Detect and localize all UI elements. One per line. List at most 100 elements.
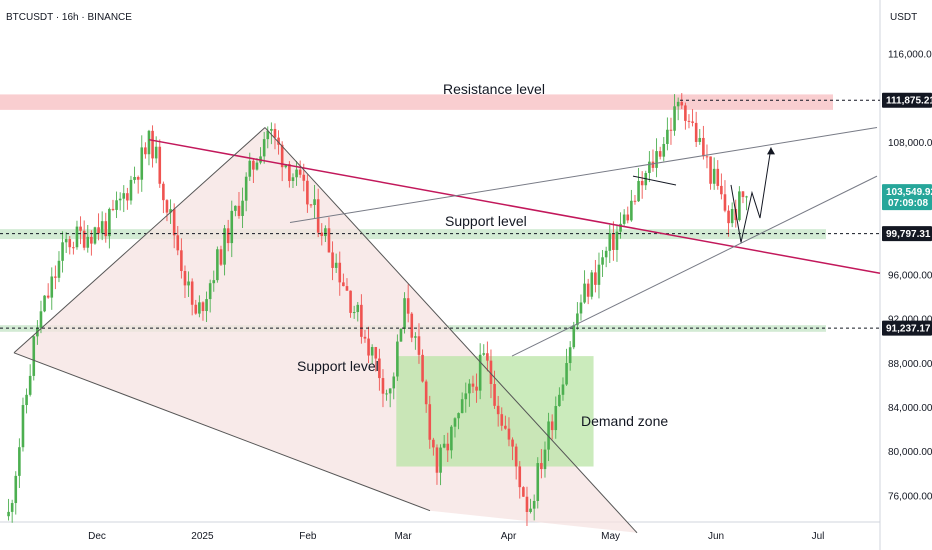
price-axis[interactable]: 116,000.00 108,000.00 96,000.00 92,000.00 88… [882,50,932,503]
candle-body [10,503,14,512]
candle-body [396,341,399,377]
candle-body [162,183,165,201]
candle-body [75,226,79,248]
candle-body [435,447,439,473]
candle-body [666,129,669,144]
candle-body [169,209,172,213]
y-tick-label[interactable]: 80,000.00 [888,447,932,458]
x-tick-label[interactable]: Dec [88,531,106,542]
currency-label[interactable]: USDT [890,12,917,23]
candle-body [277,137,280,145]
candle-body [684,105,687,121]
candle-body [356,304,360,313]
candle-body [514,446,518,467]
candle-body [205,299,208,312]
x-tick-label[interactable]: Mar [394,531,412,542]
y-tick-label[interactable]: 108,000.00 [888,138,932,149]
time-axis[interactable]: Dec 2025 Feb Mar Apr May Jun Jul [88,531,824,542]
candle-body [640,180,644,186]
candle-body [82,230,86,248]
x-tick-label[interactable]: Apr [501,531,517,542]
x-tick-label[interactable]: Feb [299,531,317,542]
candle-body [536,463,540,501]
y-tick-label[interactable]: 116,000.00 [888,50,932,61]
candle-body [694,122,698,142]
price-tag-label[interactable]: 91,237.17 [886,324,931,335]
annotations: Resistance level Support level Support lev… [297,81,668,429]
candle-body [669,129,673,131]
candle-body [284,164,288,168]
candle-body [342,282,345,287]
candle-body [219,249,223,265]
candle-body [111,208,115,210]
grid [0,0,881,550]
x-tick-label[interactable]: 2025 [191,531,214,542]
candle-body [64,239,68,243]
candle-body [154,146,158,159]
level-price-tag[interactable] [882,226,932,242]
candle-body [442,443,446,448]
candle-body [270,128,273,131]
candle-body [604,250,608,258]
level-price-tag[interactable] [882,320,932,336]
candle-body [687,120,691,122]
candle-body [496,405,500,415]
candle-body [622,214,626,224]
y-tick-label[interactable]: 88,000.00 [888,359,932,370]
candle-body [702,137,705,157]
candle-body [363,336,367,339]
candle-body [583,283,586,303]
candle-body [237,205,241,216]
y-tick-label[interactable]: 96,000.00 [888,271,932,282]
candle-body [43,295,46,312]
candle-body [226,228,230,244]
candle-body [158,146,162,184]
candle-body [561,384,565,395]
candle-body [723,194,727,211]
x-tick-label[interactable]: May [601,531,620,542]
current-price-tag[interactable] [882,184,932,211]
annotation-support-lower: Support level [297,358,379,374]
candle-body [478,354,482,391]
candle-body [579,302,583,314]
candle-body [57,260,61,278]
y-tick-label[interactable]: 84,000.00 [888,403,932,414]
candle-body [673,106,676,131]
candle-body [399,329,403,342]
candle-body [255,162,259,170]
candle-body [313,199,316,205]
x-tick-label[interactable]: Jul [812,531,825,542]
candle-body [374,347,378,359]
candle-body [180,250,183,272]
price-tag-label[interactable]: 111,875.21 [886,96,932,107]
candle-body [360,304,363,337]
price-tag-label[interactable]: 103,549.92 [886,187,932,198]
candle-body [25,394,28,406]
symbol-title[interactable]: BTCUSDT · 16h · BINANCE [6,12,132,23]
candle-body [410,313,414,338]
candle-body [745,196,748,198]
candle-body [406,298,410,314]
candle-body [136,176,140,180]
candle-body [316,199,320,233]
x-tick-label[interactable]: Jun [708,531,724,542]
candle-body [633,200,637,202]
candle-body [489,360,493,385]
candle-body [50,276,54,298]
candle-body [738,191,741,221]
y-tick-label[interactable]: 76,000.00 [888,491,932,502]
price-tag-label[interactable]: 99,797.31 [886,229,931,240]
level-price-tag[interactable] [882,92,932,108]
candle-body [594,272,597,285]
candle-body [446,443,450,451]
candle-body [565,363,568,385]
candle-body [475,386,478,391]
candle-body [176,235,180,251]
candle-body [511,439,514,447]
drawings [0,99,881,534]
candle-body [252,160,255,170]
y-tick-label[interactable]: 92,000.00 [888,315,932,326]
candle-body [586,283,590,297]
countdown-label[interactable]: 07:09:08 [888,198,928,209]
